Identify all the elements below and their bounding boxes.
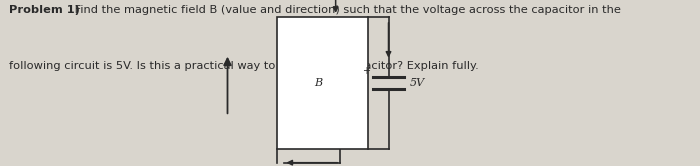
- Bar: [276, 17, 368, 149]
- Text: Problem 1): Problem 1): [9, 5, 80, 15]
- Text: Find the magnetic field B (value and direction) such that the voltage across the: Find the magnetic field B (value and dir…: [71, 5, 621, 15]
- Text: +: +: [362, 66, 370, 76]
- Text: 5V: 5V: [410, 78, 425, 88]
- Text: following circuit is 5V. Is this a practical way to charge the capacitor? Explai: following circuit is 5V. Is this a pract…: [9, 61, 479, 71]
- Text: B: B: [314, 78, 323, 88]
